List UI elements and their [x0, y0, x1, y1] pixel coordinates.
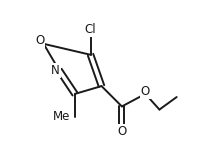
Text: O: O [141, 85, 150, 98]
Text: N: N [51, 64, 60, 77]
Text: Cl: Cl [85, 23, 96, 36]
Text: O: O [35, 34, 44, 47]
Text: O: O [117, 125, 126, 138]
Text: Me: Me [53, 110, 70, 123]
